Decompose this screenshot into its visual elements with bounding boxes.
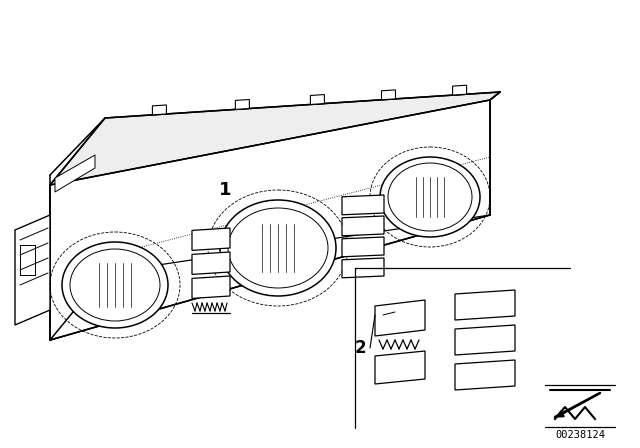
Ellipse shape — [62, 242, 168, 328]
Text: 1: 1 — [219, 181, 231, 199]
Polygon shape — [55, 155, 95, 192]
Polygon shape — [381, 90, 396, 100]
Polygon shape — [192, 276, 230, 298]
Polygon shape — [455, 325, 515, 355]
Polygon shape — [342, 195, 384, 215]
Text: 2: 2 — [354, 339, 366, 357]
Polygon shape — [192, 252, 230, 274]
Polygon shape — [50, 100, 490, 340]
Polygon shape — [192, 228, 230, 250]
Polygon shape — [342, 216, 384, 236]
Polygon shape — [375, 300, 425, 336]
Text: 00238124: 00238124 — [555, 430, 605, 440]
Polygon shape — [236, 99, 250, 109]
Ellipse shape — [220, 200, 336, 296]
Polygon shape — [50, 100, 490, 340]
Ellipse shape — [70, 249, 160, 321]
Polygon shape — [50, 92, 500, 185]
Polygon shape — [455, 360, 515, 390]
Polygon shape — [342, 258, 384, 278]
Ellipse shape — [380, 157, 480, 237]
Polygon shape — [15, 215, 50, 325]
Polygon shape — [310, 95, 324, 104]
Polygon shape — [455, 290, 515, 320]
Ellipse shape — [228, 208, 328, 288]
Polygon shape — [375, 351, 425, 384]
Polygon shape — [342, 237, 384, 257]
Polygon shape — [452, 85, 467, 95]
Polygon shape — [152, 105, 166, 115]
Ellipse shape — [388, 163, 472, 231]
